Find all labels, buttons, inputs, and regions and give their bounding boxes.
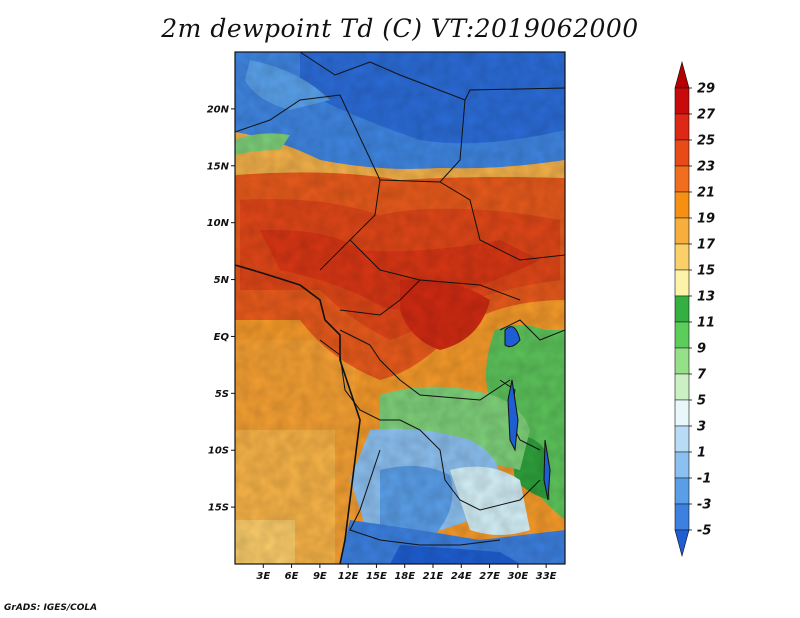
colorbar-label: 19 [697,212,715,227]
colorbar-label: 1 [697,446,706,461]
lon-tick-label: 18E [394,571,415,582]
colorbar-label: 5 [697,394,706,409]
colorbar-segment [674,425,690,453]
lon-tick-label: 27E [479,571,500,582]
colorbar-segment [674,113,690,141]
colorbar-label: 15 [697,264,715,279]
colorbar-segment [674,477,690,505]
colorbar-segment [674,165,690,193]
lake-tanganyika [507,379,519,452]
colorbar-label: 29 [697,82,715,97]
colorbar-label: -5 [697,524,711,539]
lon-tick-label: 12E [338,571,359,582]
lon-tick-label: 3E [256,571,270,582]
colorbar-segment [674,321,690,349]
colorbar-segment [674,347,690,375]
colorbar-segment [674,399,690,427]
lon-tick-label: 24E [451,571,472,582]
chart-title: 2m dewpoint Td (C) VT:2019062000 [161,14,639,43]
colorbar-segment [674,191,690,219]
colorbar-segment [674,269,690,297]
lon-tick-label: 33E [536,571,557,582]
colorbar-segment [674,60,690,89]
colorbar-label: 21 [697,186,715,201]
colorbar-label: 23 [697,160,715,175]
colorbar-label: 11 [697,316,715,331]
colorbar-segment [674,529,690,558]
colorbar-segment [674,295,690,323]
lat-tick-label: 15S [208,503,229,514]
map-frame [234,51,566,565]
lake-malawi [543,439,551,501]
colorbar-segment [674,243,690,271]
colorbar-label: 3 [697,420,706,435]
lon-tick-label: 9E [313,571,327,582]
colorbar-label: 27 [697,108,716,123]
coastline [235,264,361,564]
lon-tick-label: 6E [285,571,299,582]
lat-tick-label: 20N [207,104,230,115]
lat-tick-label: 15N [207,161,230,172]
colorbar-segment [674,503,690,531]
colorbar-label: 13 [697,290,715,305]
colorbar-segment [674,217,690,245]
colorbar-segment [674,87,690,115]
longitude-axis: 3E 6E 9E 12E 15E 18E 21E 24E 27E 30E 33E [256,564,557,582]
colorbar: 29 27 25 23 21 19 17 15 13 11 9 7 5 3 1 -1 -3 -5 [674,60,716,558]
colorbar-label: 9 [697,342,706,357]
lon-tick-label: 21E [423,571,444,582]
colorbar-segment [674,451,690,479]
lon-tick-label: 30E [507,571,528,582]
credit-label: GrADS: IGES/COLA [4,603,98,613]
lat-tick-label: 10S [208,446,229,457]
lat-tick-label: 10N [207,218,230,229]
colorbar-label: 7 [697,368,707,383]
lon-tick-label: 15E [366,571,387,582]
colorbar-segment [674,139,690,167]
field-plot [235,52,565,564]
colorbar-label: -3 [697,498,711,513]
colorbar-segment [674,373,690,401]
lat-tick-label: 5S [215,389,229,400]
lat-tick-label: 5N [214,275,230,286]
lake-victoria [504,326,521,348]
colorbar-label: -1 [697,472,711,487]
latitude-axis: 20N 15N 10N 5N EQ 5S 10S 15S [207,104,235,514]
colorbar-label: 25 [697,134,715,149]
colorbar-label: 17 [697,238,716,253]
lat-tick-label: EQ [214,332,230,343]
